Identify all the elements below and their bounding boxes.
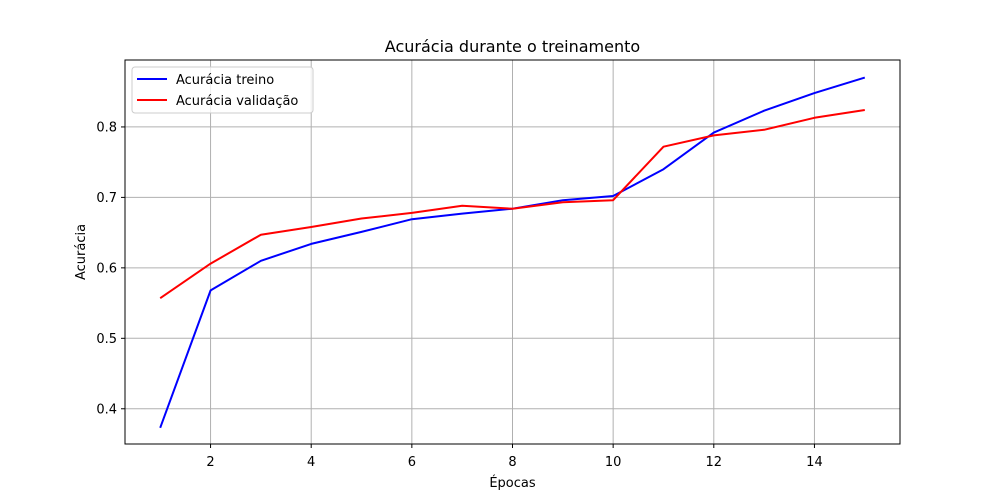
y-tick-label: 0.7 — [96, 191, 117, 206]
x-tick-label: 8 — [508, 455, 516, 470]
y-tick-label: 0.4 — [96, 402, 117, 417]
y-tick-label: 0.5 — [96, 332, 117, 347]
x-tick-label: 6 — [408, 455, 416, 470]
x-tick-label: 12 — [706, 455, 723, 470]
legend-label-treino: Acurácia treino — [176, 73, 274, 88]
y-axis-label: Acurácia — [74, 224, 89, 280]
grid — [125, 60, 900, 444]
x-tick-label: 4 — [307, 455, 315, 470]
chart-title: Acurácia durante o treinamento — [385, 37, 640, 56]
x-tick-label: 2 — [206, 455, 214, 470]
x-tick-label: 14 — [806, 455, 823, 470]
axis-ticks: 2 4 6 8 10 12 14 0.4 0.5 0.6 0.7 0.8 — [96, 120, 822, 470]
series-lines — [159, 76, 866, 429]
y-tick-label: 0.6 — [96, 261, 117, 276]
legend: Acurácia treino Acurácia validação — [131, 66, 314, 114]
y-tick-label: 0.8 — [96, 120, 117, 135]
legend-box — [131, 66, 314, 114]
x-axis-label: Épocas — [489, 475, 536, 491]
legend-label-validacao: Acurácia validação — [176, 94, 298, 109]
series-line-validacao — [159, 109, 865, 300]
x-tick-label: 10 — [605, 455, 622, 470]
